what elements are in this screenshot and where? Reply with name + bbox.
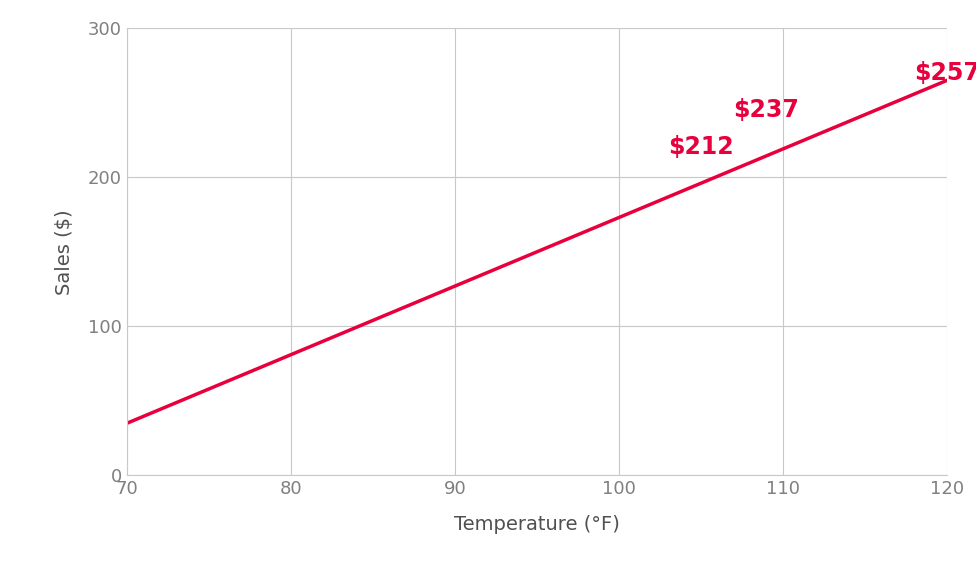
Y-axis label: Sales ($): Sales ($) bbox=[55, 209, 74, 295]
Text: $257: $257 bbox=[914, 61, 976, 85]
X-axis label: Temperature (°F): Temperature (°F) bbox=[454, 515, 620, 534]
Text: $237: $237 bbox=[734, 98, 799, 122]
Text: $212: $212 bbox=[668, 135, 734, 160]
